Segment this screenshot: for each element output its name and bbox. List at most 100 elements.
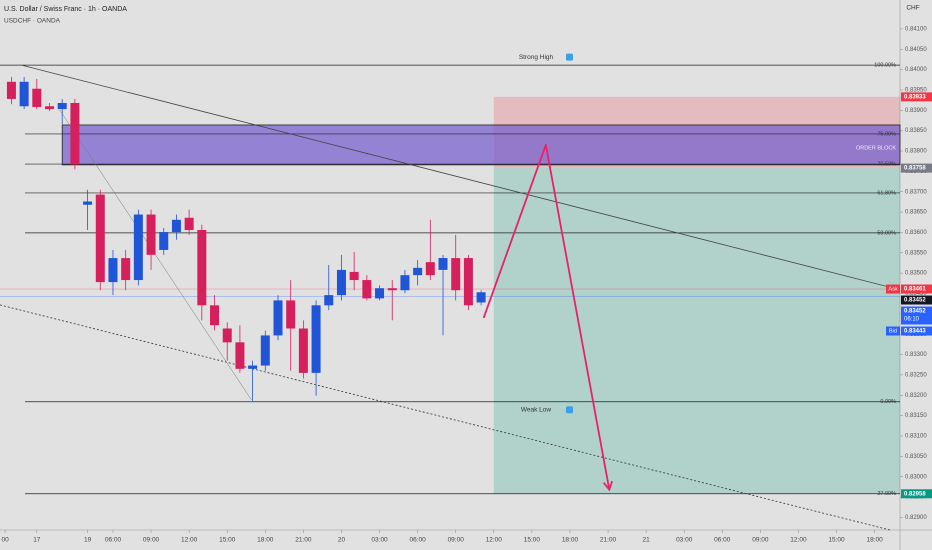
last-tag bbox=[901, 295, 932, 305]
candle-body bbox=[324, 295, 334, 306]
candle-body bbox=[375, 288, 385, 299]
y-tick-label: 0.83150 bbox=[905, 413, 927, 419]
candle-body bbox=[336, 269, 346, 296]
feed-label: USDCHF · OANDA bbox=[4, 18, 61, 25]
bid-tag-prefix-box bbox=[886, 326, 900, 336]
trend-line bbox=[21, 64, 901, 291]
x-tick-label: 09:00 bbox=[752, 537, 769, 544]
bid-tag-prefix: Bid bbox=[889, 328, 897, 334]
entry-tag bbox=[901, 163, 932, 173]
annotation-icon bbox=[566, 406, 573, 414]
x-tick-label: 06:00 bbox=[714, 537, 731, 544]
candle-body bbox=[45, 106, 55, 110]
candle-body bbox=[133, 214, 143, 281]
x-tick-label: 06:00 bbox=[409, 537, 426, 544]
candle-body bbox=[413, 267, 423, 276]
x-tick-label: 06:00 bbox=[105, 537, 122, 544]
bid-tag-text: 0.83443 bbox=[904, 329, 926, 335]
symbol-title: U.S. Dollar / Swiss Franc · 1h · OANDA bbox=[4, 6, 127, 13]
candle-body bbox=[438, 258, 448, 270]
y-tick-label: 0.83450 bbox=[905, 291, 927, 297]
ask-tag bbox=[901, 284, 932, 294]
candle-body bbox=[184, 217, 194, 230]
y-tick-label: 0.83850 bbox=[905, 128, 927, 134]
candle-body bbox=[248, 365, 258, 369]
y-tick-label: 0.84050 bbox=[905, 47, 927, 53]
projection-arrow bbox=[482, 144, 611, 490]
candle-body bbox=[235, 342, 245, 369]
y-tick-label: 0.83200 bbox=[905, 393, 927, 399]
bid-tag bbox=[901, 326, 932, 336]
annotation-icon bbox=[566, 53, 573, 61]
arrow-head bbox=[602, 480, 613, 492]
candle-body bbox=[362, 280, 372, 299]
candle-body bbox=[349, 271, 359, 281]
level-label: 75.00% bbox=[877, 131, 896, 137]
stop-tag bbox=[901, 92, 932, 102]
ask-tag-prefix-box bbox=[886, 284, 900, 294]
candle-body bbox=[146, 214, 156, 255]
last-tag-text: 0.83452 bbox=[904, 298, 926, 304]
trend-line bbox=[59, 109, 252, 400]
trend-line bbox=[0, 304, 890, 531]
target-tag-text: 0.82958 bbox=[904, 491, 926, 497]
candle-body bbox=[476, 292, 486, 303]
candle-body bbox=[425, 262, 435, 276]
candle-body bbox=[311, 305, 321, 373]
candle-body bbox=[273, 300, 283, 336]
y-tick-label: 0.83500 bbox=[905, 271, 927, 277]
candle-body bbox=[159, 232, 169, 250]
x-tick-label: 12:00 bbox=[181, 537, 198, 544]
y-tick-label: 0.83050 bbox=[905, 454, 927, 460]
x-tick-label: 17 bbox=[33, 537, 41, 544]
candle-body bbox=[83, 201, 93, 205]
candle-body bbox=[451, 258, 461, 291]
y-tick-label: 0.83900 bbox=[905, 108, 927, 114]
y-tick-label: 0.83250 bbox=[905, 372, 927, 378]
entry-tag-text: 0.83758 bbox=[904, 166, 926, 172]
x-tick-label: 18:00 bbox=[866, 537, 883, 544]
ask-tag-text: 0.83461 bbox=[904, 287, 926, 293]
candle-body bbox=[171, 219, 181, 233]
y-tick-label: 0.83800 bbox=[905, 149, 927, 155]
price-tag bbox=[901, 306, 932, 325]
candle-body bbox=[57, 102, 67, 110]
ask-tag-prefix: Ask bbox=[888, 286, 897, 292]
price-tag-countdown: 06:10 bbox=[904, 317, 920, 323]
x-tick-label: 15:00 bbox=[828, 537, 845, 544]
y-tick-label: 0.83700 bbox=[905, 189, 927, 195]
x-tick-label: 03:00 bbox=[676, 537, 693, 544]
level-label: 50.00% bbox=[877, 230, 896, 236]
candle-body bbox=[121, 258, 131, 281]
candle-body bbox=[286, 300, 296, 329]
x-tick-label: 09:00 bbox=[448, 537, 465, 544]
x-tick-label: 09:00 bbox=[143, 537, 160, 544]
level-label: 0.00% bbox=[880, 399, 896, 405]
target-tag bbox=[901, 489, 932, 499]
x-tick-label: 03:00 bbox=[371, 537, 388, 544]
x-tick-label: 20 bbox=[338, 537, 346, 544]
x-tick-label: 12:00 bbox=[486, 537, 503, 544]
candle-body bbox=[6, 81, 16, 99]
candle-body bbox=[463, 258, 473, 306]
currency: CHF bbox=[906, 5, 919, 12]
candle-body bbox=[387, 288, 397, 291]
x-tick-label: 19 bbox=[84, 537, 92, 544]
x-tick-label: 21:00 bbox=[295, 537, 312, 544]
y-tick-label: 0.83600 bbox=[905, 230, 927, 236]
y-tick-label: 0.83100 bbox=[905, 434, 927, 440]
price-tag-text: 0.83452 bbox=[904, 309, 926, 315]
level-label: 61.80% bbox=[877, 190, 896, 196]
level-label: 100.00% bbox=[874, 63, 896, 69]
x-tick-label: 18:00 bbox=[257, 537, 274, 544]
order-block-label: ORDER BLOCK bbox=[856, 145, 896, 151]
candle-body bbox=[32, 88, 42, 108]
order-block bbox=[61, 124, 901, 166]
x-tick-label: 18:00 bbox=[562, 537, 579, 544]
x-tick-label: 21:00 bbox=[600, 537, 617, 544]
y-tick-label: 0.82900 bbox=[905, 515, 927, 521]
y-tick-label: 0.83950 bbox=[905, 88, 927, 94]
annotation: Strong High bbox=[519, 54, 554, 61]
candle-body bbox=[298, 328, 308, 373]
